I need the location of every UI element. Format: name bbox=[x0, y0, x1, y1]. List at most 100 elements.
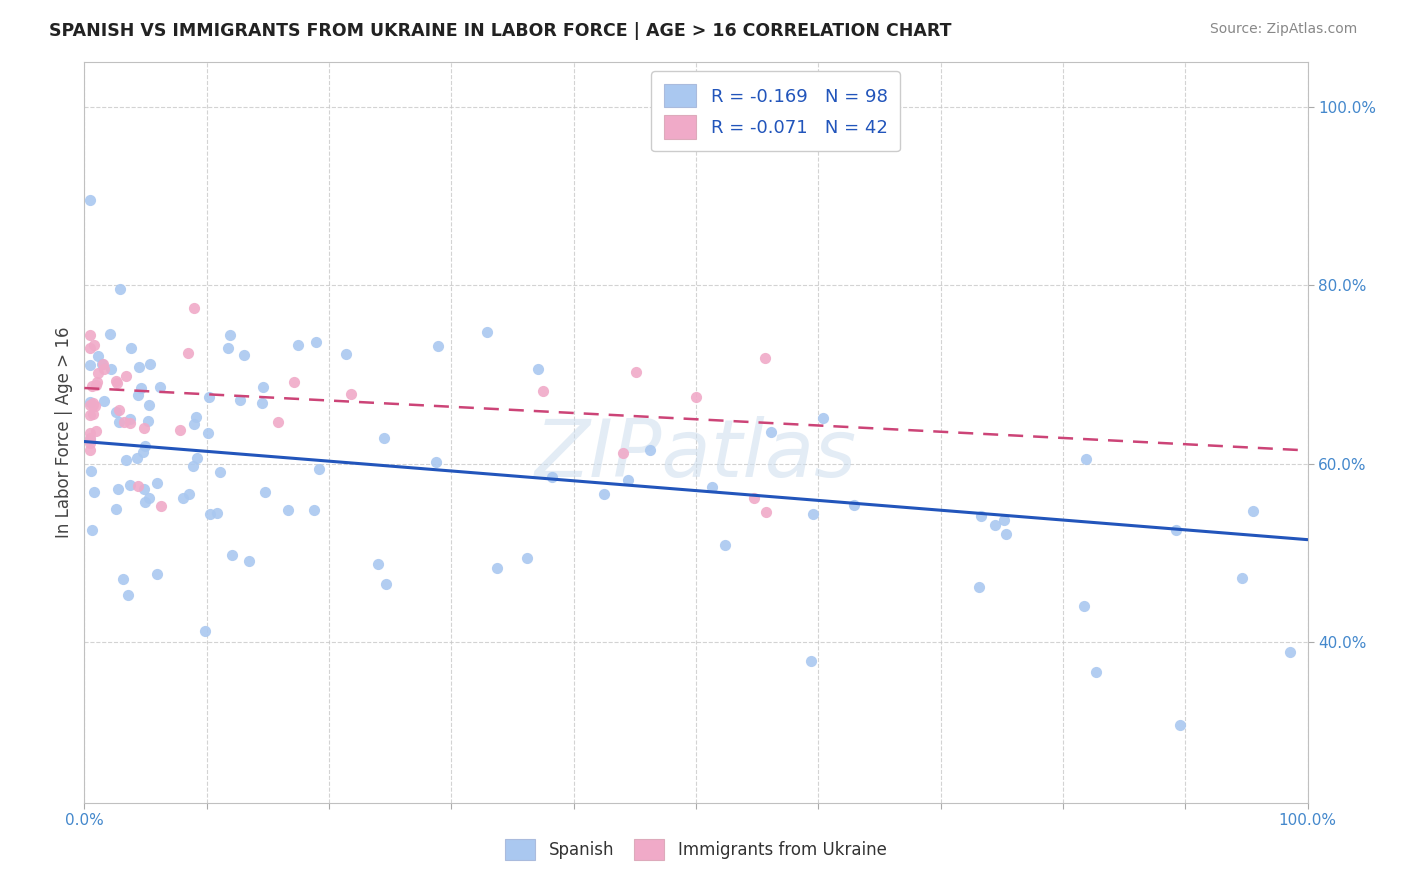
Point bbox=[134, 439, 156, 453]
Point bbox=[205, 507, 228, 521]
Point bbox=[995, 527, 1018, 541]
Point bbox=[425, 454, 447, 468]
Point bbox=[475, 325, 498, 339]
Point bbox=[80, 465, 103, 479]
Point bbox=[146, 476, 169, 491]
Point bbox=[105, 501, 128, 516]
Point bbox=[112, 415, 135, 429]
Point bbox=[82, 398, 104, 412]
Point bbox=[127, 479, 149, 493]
Point bbox=[110, 282, 132, 296]
Point bbox=[638, 442, 661, 457]
Point bbox=[531, 384, 554, 399]
Point bbox=[107, 482, 129, 496]
Point bbox=[105, 376, 128, 390]
Point bbox=[617, 473, 640, 487]
Point bbox=[128, 359, 150, 374]
Point bbox=[485, 561, 508, 575]
Point bbox=[799, 654, 821, 668]
Y-axis label: In Labor Force | Age > 16: In Labor Force | Age > 16 bbox=[55, 326, 73, 539]
Point bbox=[335, 347, 357, 361]
Point bbox=[181, 458, 204, 473]
Point bbox=[82, 396, 104, 410]
Point bbox=[754, 351, 776, 365]
Point bbox=[118, 416, 141, 430]
Point bbox=[198, 508, 221, 522]
Point bbox=[755, 505, 778, 519]
Point bbox=[84, 377, 107, 392]
Point bbox=[82, 407, 104, 421]
Point bbox=[984, 518, 1007, 533]
Point bbox=[592, 487, 614, 501]
Point bbox=[1230, 571, 1253, 585]
Point bbox=[283, 375, 305, 389]
Point bbox=[91, 357, 114, 371]
Point bbox=[79, 436, 101, 450]
Point bbox=[149, 499, 172, 513]
Point bbox=[118, 412, 141, 426]
Point bbox=[79, 395, 101, 409]
Point bbox=[79, 431, 101, 445]
Point bbox=[93, 362, 115, 376]
Point bbox=[194, 624, 217, 638]
Point bbox=[219, 328, 242, 343]
Point bbox=[111, 572, 134, 586]
Point bbox=[1278, 645, 1301, 659]
Point bbox=[125, 451, 148, 466]
Point bbox=[612, 446, 634, 460]
Point bbox=[120, 341, 142, 355]
Point bbox=[145, 567, 167, 582]
Point bbox=[427, 339, 450, 353]
Point bbox=[79, 327, 101, 342]
Point bbox=[373, 431, 395, 445]
Point bbox=[104, 374, 127, 388]
Point bbox=[541, 470, 564, 484]
Point bbox=[252, 395, 274, 409]
Point bbox=[238, 554, 260, 568]
Point bbox=[86, 376, 108, 390]
Point bbox=[803, 507, 825, 521]
Point bbox=[169, 424, 191, 438]
Point bbox=[305, 335, 328, 350]
Point bbox=[118, 478, 141, 492]
Point bbox=[217, 341, 239, 355]
Point bbox=[626, 365, 648, 379]
Point bbox=[114, 452, 136, 467]
Point bbox=[714, 538, 737, 552]
Point bbox=[79, 425, 101, 440]
Point bbox=[515, 550, 537, 565]
Point bbox=[1241, 504, 1264, 518]
Point bbox=[98, 327, 121, 342]
Point bbox=[86, 424, 108, 438]
Point bbox=[79, 398, 101, 412]
Point bbox=[79, 408, 101, 422]
Point bbox=[131, 445, 153, 459]
Point bbox=[367, 558, 389, 572]
Point bbox=[339, 387, 361, 401]
Point bbox=[287, 337, 309, 351]
Point bbox=[127, 387, 149, 401]
Point bbox=[229, 392, 252, 407]
Point bbox=[811, 411, 834, 425]
Point bbox=[844, 498, 866, 512]
Point bbox=[267, 415, 290, 429]
Text: ZIPatlas: ZIPatlas bbox=[534, 416, 858, 494]
Point bbox=[79, 341, 101, 355]
Point bbox=[82, 524, 104, 538]
Point bbox=[132, 420, 155, 434]
Point bbox=[172, 491, 194, 505]
Point bbox=[1085, 665, 1108, 680]
Point bbox=[209, 465, 232, 479]
Point bbox=[134, 495, 156, 509]
Point bbox=[83, 338, 105, 352]
Point bbox=[197, 390, 219, 404]
Point bbox=[93, 393, 115, 408]
Point bbox=[252, 380, 274, 394]
Point bbox=[183, 301, 205, 315]
Point bbox=[129, 381, 152, 395]
Point bbox=[183, 417, 205, 431]
Point bbox=[80, 378, 103, 392]
Point bbox=[87, 349, 110, 363]
Point bbox=[115, 368, 138, 383]
Point bbox=[117, 588, 139, 602]
